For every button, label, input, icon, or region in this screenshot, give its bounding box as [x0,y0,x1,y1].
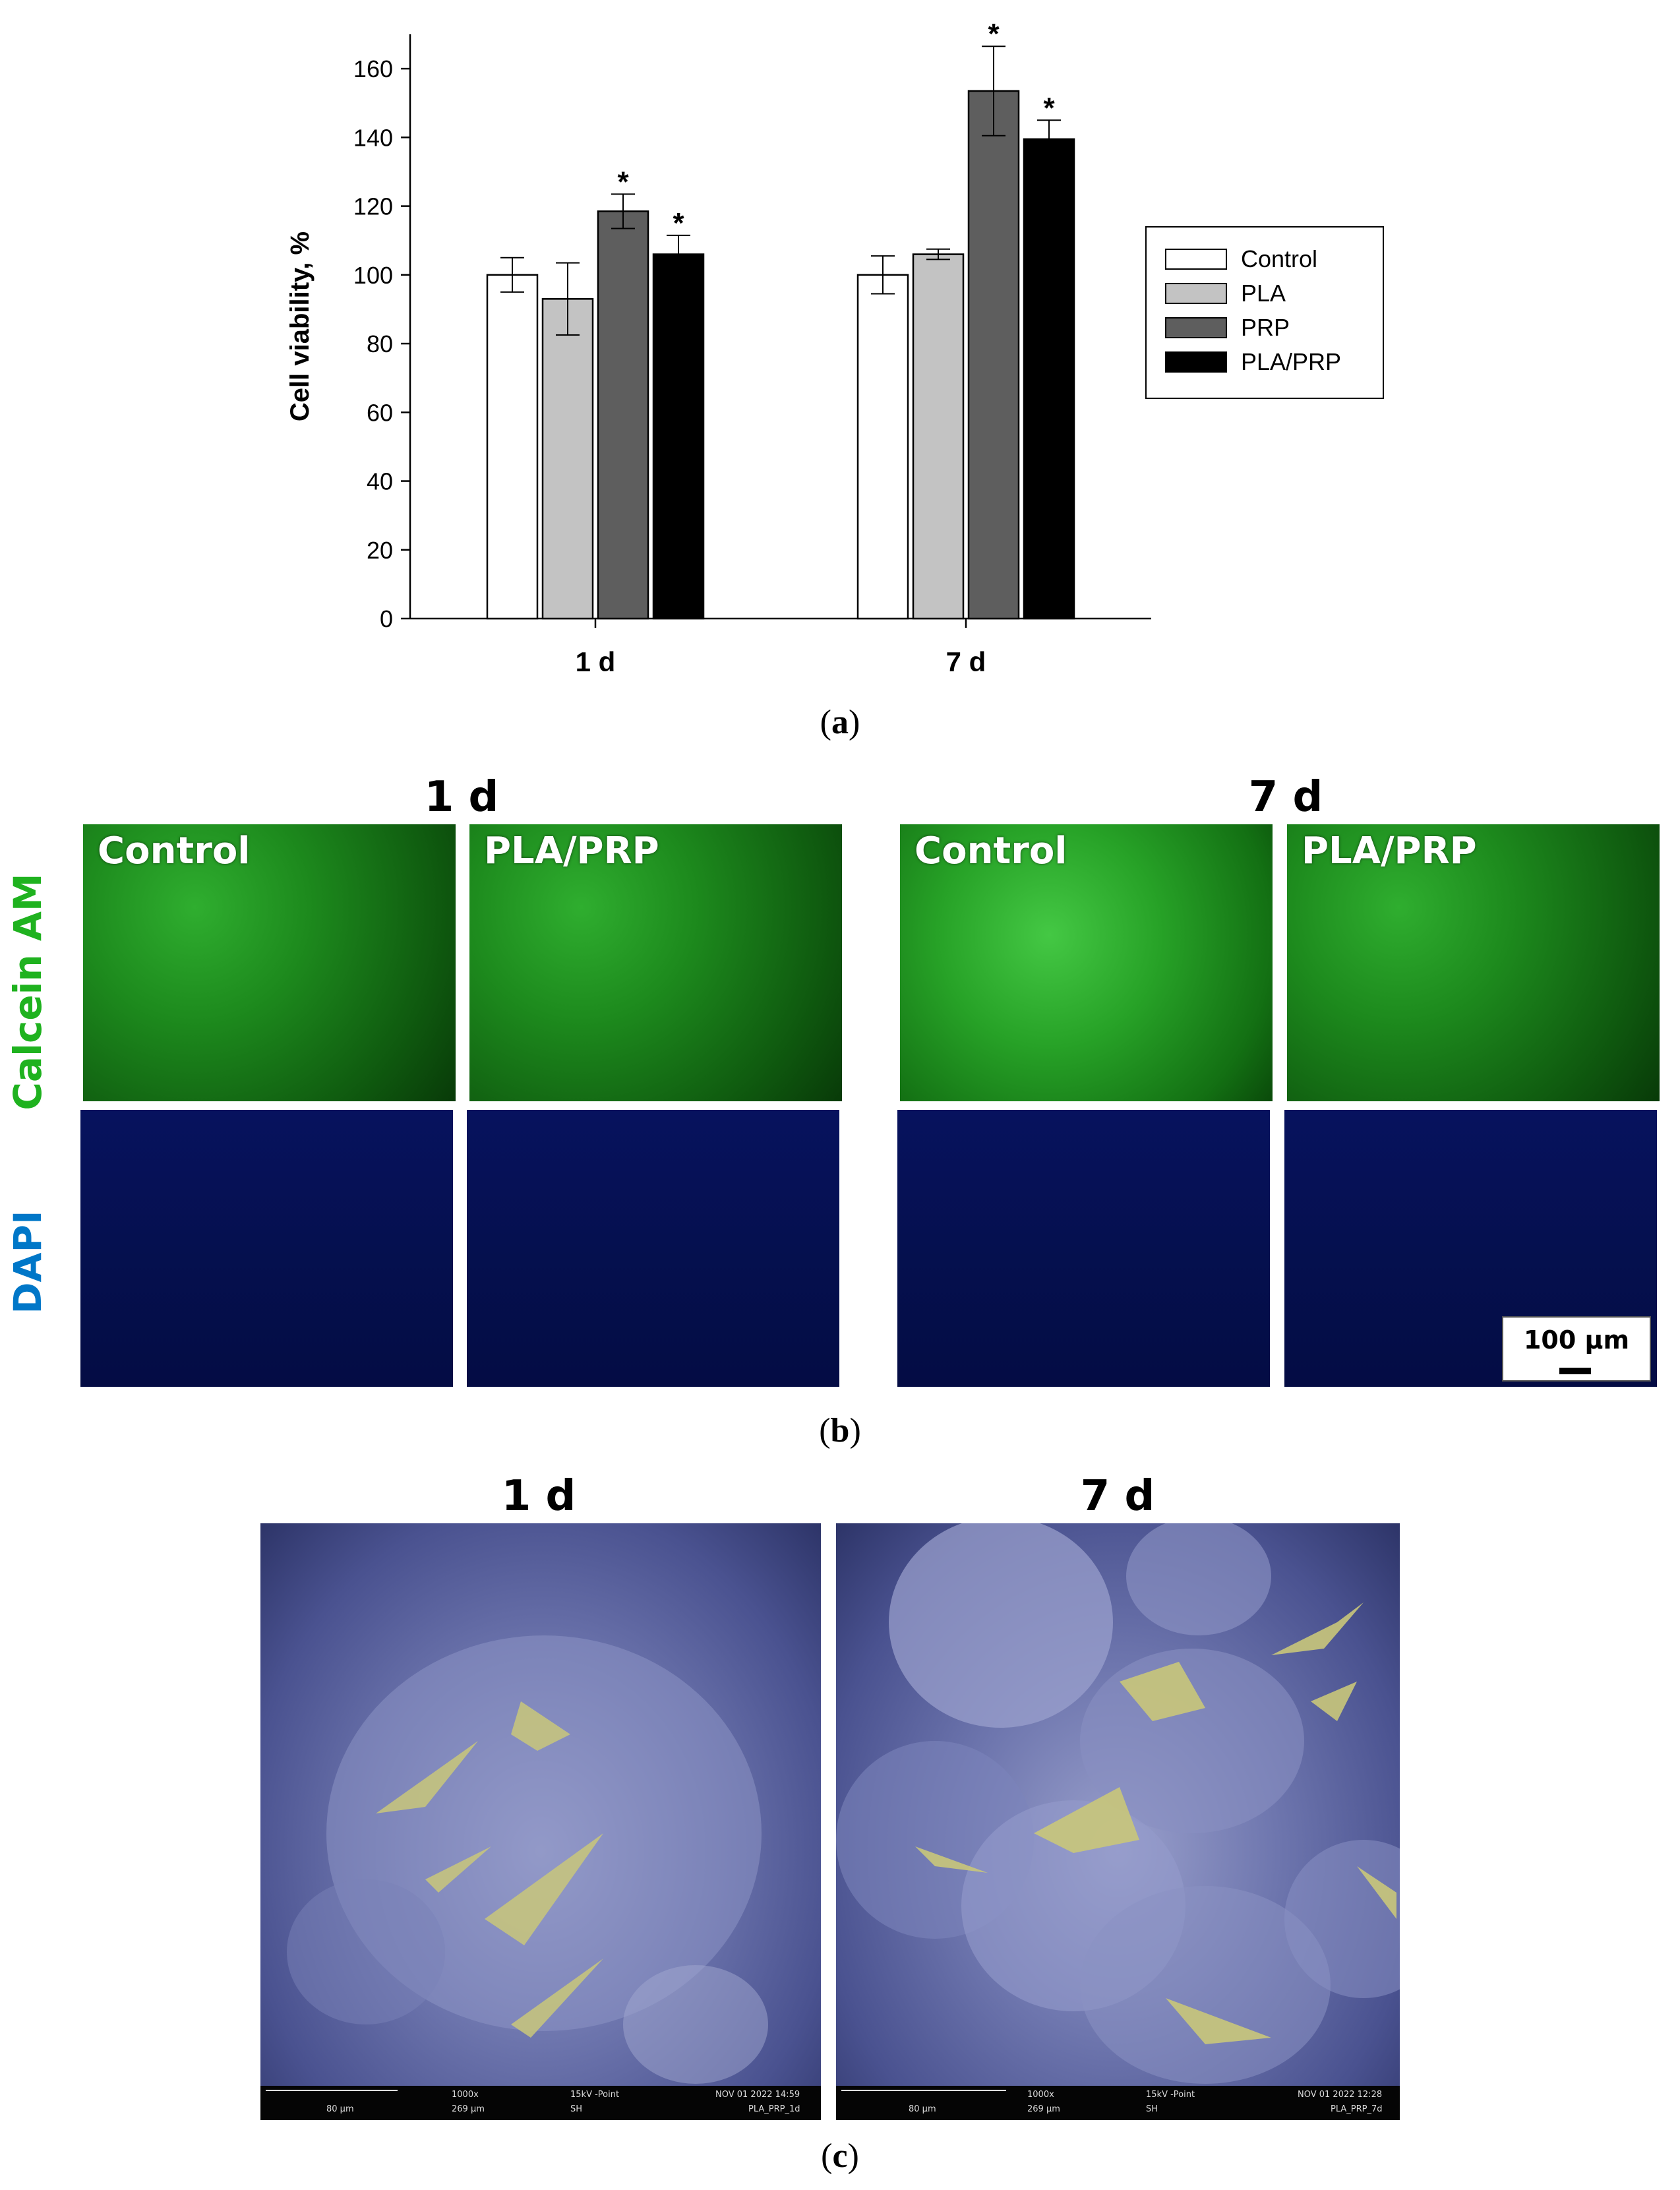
scale-bar-label: 100 µm [1523,1325,1630,1354]
bar [652,253,705,620]
panel-label-a: (a) [820,704,860,741]
y-tick-label: 80 [367,330,393,357]
row-label-calcein: Calcein AM [5,873,50,1110]
legend-label: PLA/PRP [1241,348,1341,375]
sem-image-7d: 80 µm 1000x 269 µm 15kV -Point SH NOV 01… [836,1523,1400,2120]
sem-day1-heading: 1 d [501,1472,576,1521]
legend-swatch [1165,283,1227,304]
legend-label: PLA [1241,280,1286,307]
scale-bar-box: 100 µm [1502,1316,1651,1382]
legend-swatch [1165,317,1227,338]
legend-label: Control [1241,245,1317,272]
y-tick-label: 20 [367,537,393,564]
bar [1023,138,1075,620]
y-tick-label: 120 [353,193,393,220]
y-tick-label: 0 [380,605,393,632]
dapi-control-1d [80,1110,453,1387]
calcein-day1-heading: 1 d [424,773,499,822]
legend-label: PRP [1241,314,1290,341]
calcein-control-1d: Control [83,824,456,1101]
bar [597,210,649,620]
significance-marker: * [1043,92,1055,124]
sem-1d-info-bar: 80 µm 1000x 269 µm 15kV -Point SH NOV 01… [260,2086,821,2120]
chart-axes: 0 20 40 60 80 100 120 140 160 1 d 7 d [353,34,1151,677]
sem-7d-cells [836,1523,1400,2084]
dapi-control-7d [897,1110,1270,1387]
dapi-plaprp-1d [467,1110,839,1387]
y-tick-label: 160 [353,55,393,82]
chart-bars: * * * * [486,18,1075,620]
calcein-day7-heading: 7 d [1248,773,1323,822]
significance-marker: * [617,166,629,198]
sem-day7-heading: 7 d [1080,1472,1155,1521]
legend-swatch [1165,351,1227,373]
significance-marker: * [673,207,684,239]
bar [967,90,1020,620]
y-tick-label: 100 [353,262,393,289]
significance-marker: * [988,18,1000,50]
y-tick-label: 60 [367,399,393,426]
legend-swatch [1165,249,1227,270]
calcein-plaprp-1d: PLA/PRP [469,824,842,1101]
bar [856,274,909,620]
bar [541,298,594,620]
cell-viability-chart: 0 20 40 60 80 100 120 140 160 1 d 7 d * * * * Cell vi… [285,18,1384,677]
calcein-control-7d: Control [900,824,1273,1101]
y-tick-label: 140 [353,124,393,151]
scale-bar [1559,1368,1591,1374]
y-axis-label: Cell viability, % [285,231,315,421]
x-tick-label: 1 d [576,646,616,677]
x-tick-label: 7 d [946,646,986,677]
dapi-plaprp-7d: 100 µm [1284,1110,1657,1387]
sem-7d-info-bar: 80 µm 1000x 269 µm 15kV -Point SH NOV 01… [836,2086,1400,2120]
row-label-dapi: DAPI [5,1210,50,1314]
bar [486,274,539,620]
sem-1d-cells [287,1635,768,2084]
calcein-plaprp-7d: PLA/PRP [1287,824,1660,1101]
bar [912,253,965,620]
panel-label-b: (b) [819,1412,861,1449]
chart-legend: Control PLA PRP PLA/PRP [1145,226,1384,399]
y-tick-label: 40 [367,468,393,495]
panel-label-c: (c) [821,2137,859,2175]
sem-image-1d: 80 µm 1000x 269 µm 15kV -Point SH NOV 01… [260,1523,821,2120]
